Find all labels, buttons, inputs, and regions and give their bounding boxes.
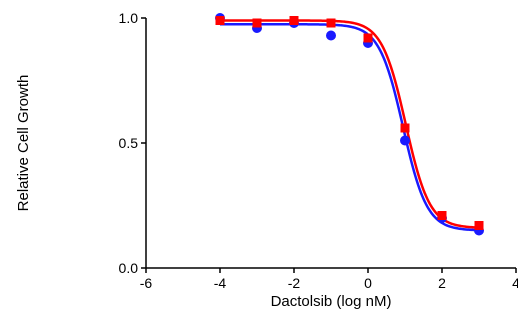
data-point-square: [437, 211, 447, 220]
x-tick-label: 4: [512, 275, 518, 291]
data-points: [215, 13, 484, 236]
x-tick-label: 0: [364, 275, 372, 291]
y-tick-label: 0.5: [119, 135, 139, 151]
fit-curve-1: [220, 19, 480, 229]
data-point-square: [215, 16, 225, 25]
data-point-square: [363, 33, 373, 43]
x-tick-label: -4: [214, 275, 227, 291]
data-point-square: [289, 16, 299, 25]
x-tick-label: -6: [140, 275, 153, 291]
x-tick-label: 2: [438, 275, 446, 291]
x-tick-label: -2: [288, 275, 301, 291]
axes: [145, 18, 516, 269]
data-point-circle: [326, 30, 336, 41]
y-tick-label: 1.0: [119, 10, 139, 26]
data-point-circle: [400, 135, 410, 146]
data-point-square: [474, 221, 484, 230]
y-tick-label: 0.0: [119, 260, 139, 276]
data-point-square: [326, 18, 336, 28]
x-axis-label: Dactolsib (log nM): [271, 293, 392, 310]
ticks: -6 -4 -2 0 2 4 0.0 0.5 1.0: [119, 10, 518, 291]
fit-curves: [220, 19, 480, 232]
data-point-square: [400, 123, 410, 133]
fit-curve-0: [220, 23, 480, 232]
y-axis-label: Relative Cell Growth: [15, 75, 32, 212]
data-point-square: [252, 18, 262, 28]
